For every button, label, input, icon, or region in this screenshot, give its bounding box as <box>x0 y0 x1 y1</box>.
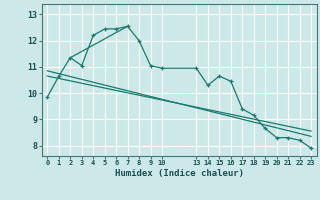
X-axis label: Humidex (Indice chaleur): Humidex (Indice chaleur) <box>115 169 244 178</box>
